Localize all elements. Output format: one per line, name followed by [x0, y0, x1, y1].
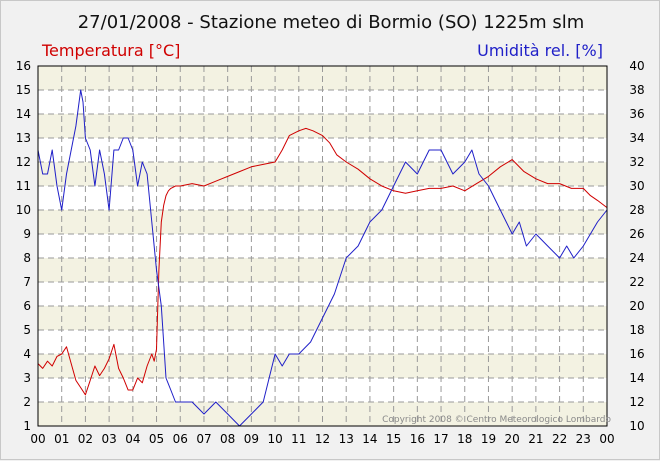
x-tick-label: 09 [244, 432, 259, 446]
x-tick-label: 01 [54, 432, 69, 446]
right-tick-label: 26 [629, 227, 644, 241]
left-tick-label: 7 [23, 275, 31, 289]
left-tick-label: 8 [23, 251, 31, 265]
right-tick-label: 20 [629, 299, 644, 313]
left-tick-label: 3 [23, 371, 31, 385]
temperature-axis-label: Temperatura [°C] [41, 41, 180, 60]
x-tick-label: 00 [599, 432, 614, 446]
left-tick-label: 12 [16, 155, 31, 169]
x-tick-label: 04 [125, 432, 140, 446]
x-tick-label: 16 [410, 432, 425, 446]
x-tick-label: 14 [362, 432, 377, 446]
x-tick-label: 18 [457, 432, 472, 446]
copyright-notice: Copyright 2008 © Centro Meteorologico Lo… [382, 415, 611, 425]
right-tick-label: 10 [629, 419, 644, 433]
left-tick-label: 16 [16, 59, 31, 73]
right-tick-label: 32 [629, 155, 644, 169]
right-axis-ticks: 10 12 14 16 18 20 22 24 26 28 30 32 34 36 38 40 [629, 59, 644, 433]
x-tick-label: 12 [315, 432, 330, 446]
x-tick-label: 19 [481, 432, 496, 446]
right-tick-label: 14 [629, 371, 644, 385]
grid-lines [38, 66, 607, 426]
right-tick-label: 22 [629, 275, 644, 289]
x-tick-label: 05 [149, 432, 164, 446]
x-tick-label: 20 [505, 432, 520, 446]
temperature-series-line [37, 127, 608, 396]
right-tick-label: 28 [629, 203, 644, 217]
x-tick-label: 08 [220, 432, 235, 446]
x-axis-ticks: 00 01 02 03 04 05 06 07 08 09 10 11 12 13 14 15 16 17 18 19… [30, 432, 614, 446]
right-tick-label: 18 [629, 323, 644, 337]
right-tick-label: 16 [629, 347, 644, 361]
background-band [38, 162, 607, 186]
right-tick-label: 40 [629, 59, 644, 73]
right-tick-label: 38 [629, 83, 644, 97]
x-tick-label: 21 [528, 432, 543, 446]
x-tick-label: 00 [30, 432, 45, 446]
x-tick-label: 02 [78, 432, 93, 446]
left-tick-label: 1 [23, 419, 31, 433]
left-tick-label: 4 [23, 347, 31, 361]
x-tick-label: 17 [433, 432, 448, 446]
x-tick-label: 07 [196, 432, 211, 446]
x-tick-label: 06 [173, 432, 188, 446]
left-tick-label: 15 [16, 83, 31, 97]
x-tick-label: 03 [101, 432, 116, 446]
left-tick-label: 5 [23, 323, 31, 337]
left-tick-label: 10 [16, 203, 31, 217]
left-tick-label: 13 [16, 131, 31, 145]
x-tick-label: 11 [291, 432, 306, 446]
right-tick-label: 30 [629, 179, 644, 193]
plot-border [37, 65, 608, 427]
humidity-axis-label: Umidità rel. [%] [477, 41, 603, 60]
background-band [38, 282, 607, 306]
left-tick-label: 9 [23, 227, 31, 241]
x-tick-label: 10 [267, 432, 282, 446]
left-tick-label: 2 [23, 395, 31, 409]
x-tick-label: 23 [576, 432, 591, 446]
right-tick-label: 36 [629, 107, 644, 121]
right-tick-label: 24 [629, 251, 644, 265]
left-tick-label: 6 [23, 299, 31, 313]
right-tick-label: 12 [629, 395, 644, 409]
chart-title: 27/01/2008 - Stazione meteo di Bormio (S… [78, 12, 585, 33]
x-tick-label: 15 [386, 432, 401, 446]
x-tick-label: 22 [552, 432, 567, 446]
x-tick-label: 13 [339, 432, 354, 446]
left-tick-label: 11 [16, 179, 31, 193]
left-tick-label: 14 [16, 107, 31, 121]
right-tick-label: 34 [629, 131, 644, 145]
